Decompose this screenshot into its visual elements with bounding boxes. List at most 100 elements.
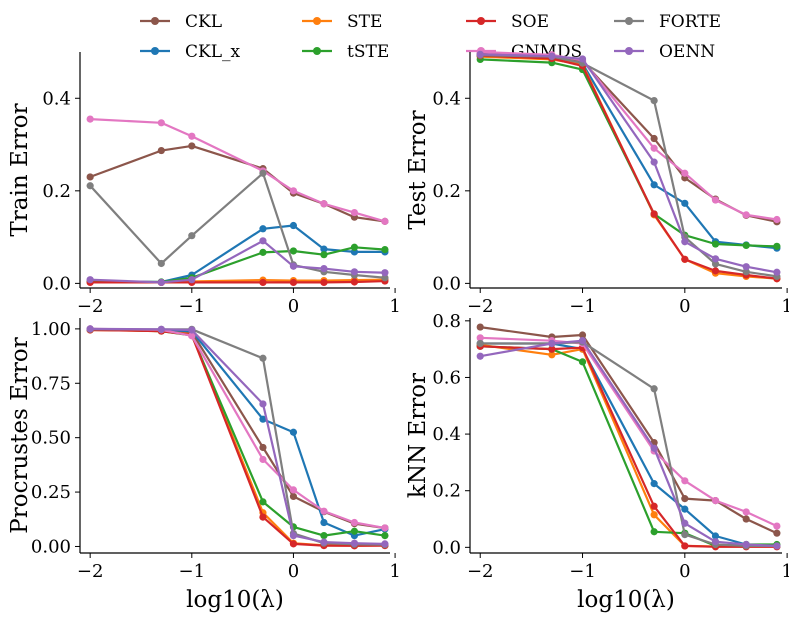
data-point bbox=[350, 268, 359, 276]
series-line bbox=[90, 239, 385, 284]
series-forte bbox=[86, 169, 389, 282]
series-line bbox=[480, 54, 778, 280]
data-point bbox=[650, 511, 658, 519]
y-tick-label: 0.75 bbox=[31, 373, 71, 394]
data-point bbox=[381, 540, 389, 548]
data-point bbox=[681, 505, 689, 513]
series-soe bbox=[476, 342, 781, 551]
data-point bbox=[86, 173, 94, 181]
data-point bbox=[578, 358, 587, 366]
y-tick-label: 0.2 bbox=[42, 181, 71, 202]
data-point bbox=[476, 352, 484, 360]
data-point bbox=[188, 276, 196, 284]
data-point bbox=[650, 502, 658, 510]
data-point bbox=[289, 486, 298, 494]
x-tick-label: −2 bbox=[467, 561, 494, 582]
data-point bbox=[476, 50, 484, 58]
data-point bbox=[289, 428, 298, 436]
series-ckl-x bbox=[476, 52, 781, 252]
y-tick-label: 1.00 bbox=[31, 319, 71, 340]
data-point bbox=[289, 247, 298, 255]
data-point bbox=[381, 531, 389, 540]
y-tick-label: 0.2 bbox=[432, 181, 461, 202]
panel-top-left: −2 −1 0 1 0.0 0.2 0.4 Train Error bbox=[7, 52, 401, 317]
data-point bbox=[681, 495, 689, 503]
x-tick-label: −1 bbox=[179, 561, 206, 582]
data-point bbox=[381, 245, 389, 254]
data-point bbox=[650, 181, 658, 189]
legend-label: SOE bbox=[511, 12, 549, 32]
data-point bbox=[773, 242, 781, 250]
y-tick-label: 0.25 bbox=[31, 482, 71, 503]
series-oenn bbox=[86, 237, 389, 287]
data-point bbox=[381, 269, 389, 277]
series-line bbox=[480, 50, 778, 221]
data-point bbox=[289, 492, 298, 501]
y-axis-label: kNN Error bbox=[405, 373, 431, 498]
data-point bbox=[289, 278, 298, 287]
legend-label: STE bbox=[347, 12, 382, 32]
data-point bbox=[320, 200, 328, 208]
x-tick-label: 0 bbox=[288, 561, 299, 582]
data-point bbox=[350, 278, 359, 286]
data-point bbox=[259, 455, 267, 464]
series-line bbox=[480, 336, 778, 528]
data-point bbox=[578, 337, 587, 345]
data-point bbox=[86, 325, 94, 333]
series-line bbox=[90, 328, 385, 547]
data-point bbox=[650, 528, 658, 536]
data-point bbox=[259, 278, 267, 287]
x-tick-label: −1 bbox=[569, 561, 596, 582]
data-point bbox=[289, 221, 298, 230]
data-point bbox=[289, 187, 298, 195]
series-ckl bbox=[86, 325, 389, 532]
data-point bbox=[650, 210, 658, 218]
x-axis-label: log10(λ) bbox=[577, 587, 675, 613]
data-point bbox=[259, 237, 267, 245]
data-point bbox=[188, 142, 196, 150]
series-gnmds bbox=[476, 48, 781, 224]
data-point bbox=[86, 115, 94, 123]
data-point bbox=[289, 540, 298, 548]
data-point bbox=[350, 518, 359, 527]
series-gnmds bbox=[476, 334, 781, 530]
data-point bbox=[259, 415, 267, 423]
data-point bbox=[157, 146, 165, 155]
data-point bbox=[711, 532, 720, 540]
data-point bbox=[650, 144, 658, 152]
legend-entry-ckl: CKL bbox=[140, 12, 222, 32]
data-point bbox=[320, 264, 328, 273]
data-point bbox=[289, 262, 298, 270]
data-point bbox=[381, 274, 389, 282]
data-point bbox=[711, 255, 720, 263]
data-point bbox=[86, 182, 94, 190]
data-point bbox=[320, 538, 328, 546]
legend-label: tSTE bbox=[347, 42, 389, 62]
y-tick-label: 0.4 bbox=[432, 424, 461, 445]
data-point bbox=[711, 497, 720, 505]
data-point bbox=[681, 169, 689, 177]
data-point bbox=[259, 513, 267, 521]
series-line bbox=[90, 328, 385, 546]
data-point bbox=[681, 199, 689, 207]
series-line bbox=[90, 328, 386, 537]
data-point bbox=[188, 332, 196, 340]
legend-label: CKL bbox=[185, 12, 222, 32]
data-point bbox=[681, 542, 689, 550]
legend-entry-soe: SOE bbox=[466, 12, 549, 32]
y-tick-label: 0.0 bbox=[432, 537, 461, 558]
data-point bbox=[681, 238, 689, 246]
series-tste bbox=[86, 325, 389, 540]
data-point bbox=[711, 267, 720, 275]
x-tick-label: −2 bbox=[77, 561, 104, 582]
y-axis-label: Procrustes Error bbox=[7, 337, 33, 533]
legend-label: OENN bbox=[659, 42, 715, 62]
series-line bbox=[480, 339, 777, 547]
data-point bbox=[259, 400, 267, 408]
series-gnmds bbox=[86, 325, 389, 532]
data-point bbox=[742, 241, 750, 250]
legend-entry-oenn: OENN bbox=[614, 42, 715, 62]
legend-label: CKL_x bbox=[185, 42, 240, 62]
series-tste bbox=[476, 55, 781, 250]
